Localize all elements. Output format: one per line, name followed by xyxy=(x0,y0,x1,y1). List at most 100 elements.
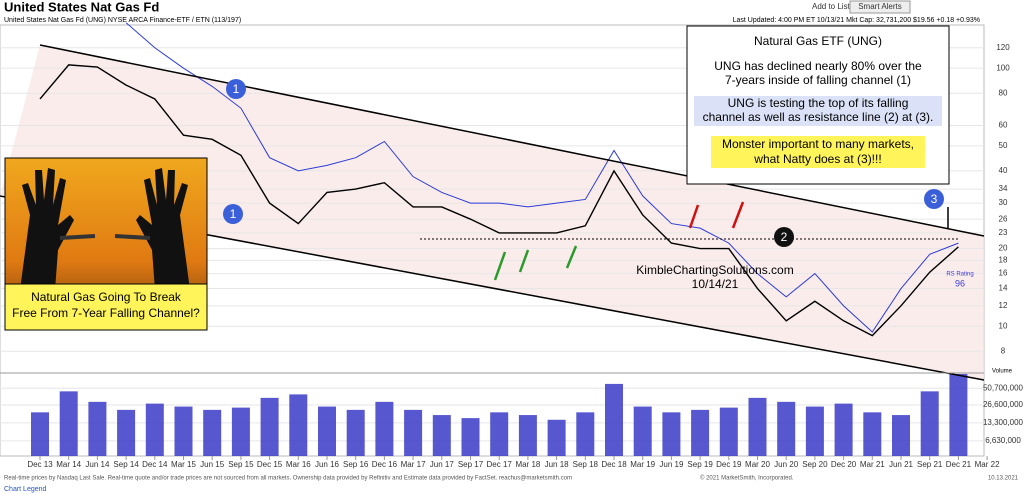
volume-bar xyxy=(605,383,623,456)
volume-bar xyxy=(777,401,796,456)
x-tick-label: Dec 13 xyxy=(27,460,53,469)
rs-value: 96 xyxy=(955,278,965,288)
channel-top xyxy=(39,44,985,237)
box-title: Natural Gas ETF (UNG) xyxy=(754,34,882,48)
y-tick-label: 30 xyxy=(999,198,1008,207)
x-tick-label: Jun 20 xyxy=(774,460,799,469)
volume-bar xyxy=(719,407,738,456)
volume-bar xyxy=(117,409,136,456)
volume-bar xyxy=(805,406,824,456)
volume-bar xyxy=(576,412,595,456)
subtitle: United States Nat Gas Fd (UNG) NYSE ARCA… xyxy=(4,17,241,24)
x-tick-label: Dec 16 xyxy=(372,460,398,469)
add-to-list[interactable]: Add to List: xyxy=(812,2,852,11)
y-tick-label: 10 xyxy=(999,321,1008,330)
marks xyxy=(31,22,968,456)
x-tick-label: Jun 16 xyxy=(315,460,340,469)
photo-caption: Free From 7-Year Falling Channel? xyxy=(12,306,200,320)
disclaimer: Real-time prices by Nasdaq Last Sale. Re… xyxy=(4,476,572,482)
marker-label: 1 xyxy=(230,207,237,221)
volume-bar xyxy=(318,406,336,456)
x-tick-label: Jun 17 xyxy=(430,460,455,469)
marker xyxy=(774,227,794,247)
y-tick-label: 6,630,000 xyxy=(985,436,1021,445)
volume-bar xyxy=(289,394,308,456)
volume-bar xyxy=(231,407,250,456)
x-tick-label: Dec 17 xyxy=(487,460,513,469)
x-tick-label: Dec 21 xyxy=(946,460,972,469)
y-tick-label: 12 xyxy=(999,301,1008,310)
volume-bar xyxy=(633,406,652,456)
smart-alerts-button[interactable] xyxy=(849,0,911,14)
highlight xyxy=(711,136,925,168)
volume-bar xyxy=(748,397,767,456)
volume-bar xyxy=(691,409,710,456)
box-text: Monster important to many markets, xyxy=(722,137,914,151)
highlight xyxy=(694,96,942,126)
last-updated: Last Updated: 4:00 PM ET 10/13/21 Mkt Ca… xyxy=(733,17,980,24)
hands xyxy=(20,168,190,290)
volume-bar xyxy=(203,409,222,456)
x-tick-label: Sep 19 xyxy=(687,460,713,469)
y-tick-label: 8 xyxy=(1001,346,1006,355)
volume-bar xyxy=(260,397,279,456)
volume-bar xyxy=(547,419,566,456)
copyright: © 2021 MarketSmith, Incorporated. xyxy=(700,475,794,482)
x-tick-label: Mar 18 xyxy=(515,460,540,469)
volume-bar xyxy=(949,374,968,456)
y-tick-label: 50,700,000 xyxy=(983,383,1024,392)
marker-label: 3 xyxy=(931,192,938,206)
marker-label: 1 xyxy=(233,82,240,96)
y-tick-label: 100 xyxy=(996,63,1010,72)
x-tick-label: Sep 18 xyxy=(573,460,599,469)
volume-bar xyxy=(346,409,365,456)
rs-label: RS Rating xyxy=(946,272,973,278)
volume-bar xyxy=(461,418,480,456)
footer-date: 10.13.2021 xyxy=(988,476,1019,482)
y-tick-label: 23 xyxy=(999,228,1008,237)
volume-bar xyxy=(490,412,509,456)
x-tick-label: Mar 22 xyxy=(975,460,1000,469)
green-arrows xyxy=(493,245,578,281)
x-tick-label: Sep 15 xyxy=(228,460,254,469)
volume-bar xyxy=(518,415,537,456)
marker xyxy=(226,79,246,99)
page-title: United States Nat Gas Fd xyxy=(4,0,159,14)
price-line xyxy=(125,22,959,333)
x-tick-label: Sep 21 xyxy=(917,460,943,469)
y-tick-label: 16 xyxy=(999,269,1008,278)
y-tick-label: 34 xyxy=(999,184,1008,193)
x-tick-label: Jun 14 xyxy=(85,460,110,469)
volume-bar xyxy=(892,415,910,456)
volume-bar xyxy=(662,412,681,456)
volume-title: Volume xyxy=(992,369,1013,375)
x-tick-label: Sep 20 xyxy=(802,460,828,469)
marker xyxy=(223,204,243,224)
x-tick-label: Mar 20 xyxy=(745,460,770,469)
x-tick-label: Sep 16 xyxy=(343,460,369,469)
volume-bar xyxy=(834,403,853,456)
box-text: what Natty does at (3)!!! xyxy=(753,152,881,166)
volume-bar xyxy=(174,406,193,456)
volume-bar xyxy=(59,391,78,456)
marker xyxy=(924,189,944,209)
y-tick-label: 18 xyxy=(999,255,1008,264)
volume-bar xyxy=(88,401,107,456)
y-tick-label: 26 xyxy=(999,214,1008,223)
red-arrows xyxy=(688,201,745,229)
y-tick-label: 50 xyxy=(999,141,1008,150)
watermark: KimbleChartingSolutions.com xyxy=(636,263,793,277)
y-tick-label: 40 xyxy=(999,166,1008,175)
y-tick-label: 120 xyxy=(996,43,1010,52)
smart-alerts-label[interactable]: Smart Alerts xyxy=(858,2,902,11)
box-text: channel as well as resistance line (2) a… xyxy=(703,110,934,124)
volume-bar xyxy=(863,412,882,456)
x-tick-label: Sep 17 xyxy=(458,460,484,469)
x-tick-label: Sep 14 xyxy=(113,460,139,469)
volume-bar xyxy=(404,409,423,456)
box-text: UNG has declined nearly 80% over the xyxy=(714,59,922,73)
x-tick-label: Mar 17 xyxy=(401,460,426,469)
chart-legend-link[interactable]: Chart Legend xyxy=(4,486,47,493)
x-tick-label: Mar 21 xyxy=(860,460,885,469)
